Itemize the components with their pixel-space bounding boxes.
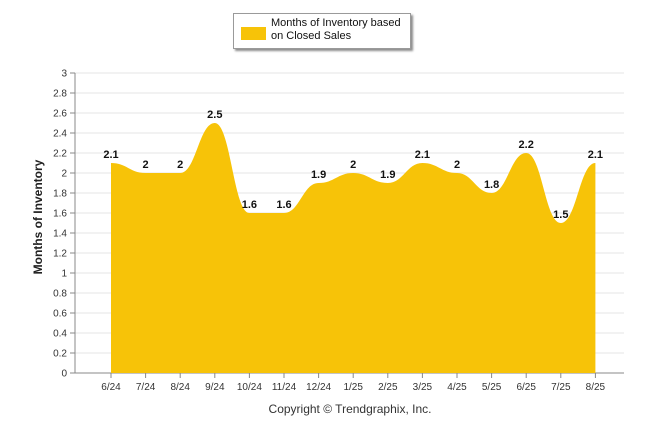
- y-tick-label: 0.6: [53, 309, 67, 320]
- x-tick-label: 10/24: [237, 382, 262, 393]
- data-label: 2.1: [588, 149, 603, 161]
- data-label: 2: [143, 159, 149, 171]
- x-tick-label: 7/24: [136, 382, 156, 393]
- data-label: 2.5: [207, 109, 222, 121]
- data-label: 1.9: [311, 169, 326, 181]
- y-axis-label: Months of Inventory: [31, 159, 45, 275]
- series-area: [111, 123, 596, 373]
- data-label: 2.2: [519, 139, 534, 151]
- x-tick-label: 4/25: [447, 382, 467, 393]
- y-tick-label: 1.4: [53, 229, 67, 240]
- data-label: 2: [454, 159, 460, 171]
- data-label: 1.9: [380, 169, 395, 181]
- y-tick-label: 2.4: [53, 129, 67, 140]
- y-tick-label: 1.8: [53, 189, 67, 200]
- y-tick-label: 2.2: [53, 149, 67, 160]
- legend-label: Months of Inventory based on Closed Sale…: [271, 17, 401, 42]
- y-tick-label: 0: [61, 369, 67, 380]
- x-tick-label: 1/25: [343, 382, 363, 393]
- x-tick-label: 11/24: [272, 382, 297, 393]
- y-tick-label: 0.2: [53, 349, 67, 360]
- x-tick-label: 12/24: [306, 382, 331, 393]
- y-tick-label: 1.2: [53, 249, 67, 260]
- data-label: 1.6: [276, 199, 291, 211]
- data-label: 1.6: [242, 199, 257, 211]
- y-tick-label: 2: [61, 169, 67, 180]
- x-tick-label: 6/24: [101, 382, 121, 393]
- x-axis-ticks: 6/24 7/24 8/24 9/24 10/24 11/24 12/24 1/25 2/25 3…: [101, 373, 606, 393]
- data-label: 2: [350, 159, 356, 171]
- x-tick-label: 8/24: [170, 382, 190, 393]
- x-tick-label: 5/25: [482, 382, 502, 393]
- data-labels: 2.1 2 2 2.5 1.6 1.6 1.9 2 1.9 2.1 2 1.8 2.2 1.5 2.1: [103, 109, 603, 221]
- data-label: 2.1: [415, 149, 430, 161]
- y-tick-label: 3: [61, 69, 67, 80]
- y-tick-label: 2.6: [53, 109, 67, 120]
- y-tick-label: 0.4: [53, 329, 67, 340]
- x-tick-label: 3/25: [413, 382, 433, 393]
- x-tick-label: 9/24: [205, 382, 225, 393]
- y-tick-label: 0.8: [53, 289, 67, 300]
- data-label: 1.8: [484, 179, 499, 191]
- y-tick-label: 2.8: [53, 89, 67, 100]
- y-tick-label: 1.6: [53, 209, 67, 220]
- x-tick-label: 2/25: [378, 382, 398, 393]
- data-label: 2.1: [103, 149, 118, 161]
- copyright-text: Copyright © Trendgraphix, Inc.: [268, 402, 432, 416]
- x-tick-label: 8/25: [586, 382, 606, 393]
- legend: Months of Inventory based on Closed Sale…: [233, 13, 411, 49]
- y-tick-label: 1: [61, 269, 67, 280]
- x-tick-label: 7/25: [551, 382, 571, 393]
- data-label: 2: [177, 159, 183, 171]
- data-label: 1.5: [553, 209, 568, 221]
- legend-swatch: [241, 27, 266, 40]
- x-tick-label: 6/25: [516, 382, 536, 393]
